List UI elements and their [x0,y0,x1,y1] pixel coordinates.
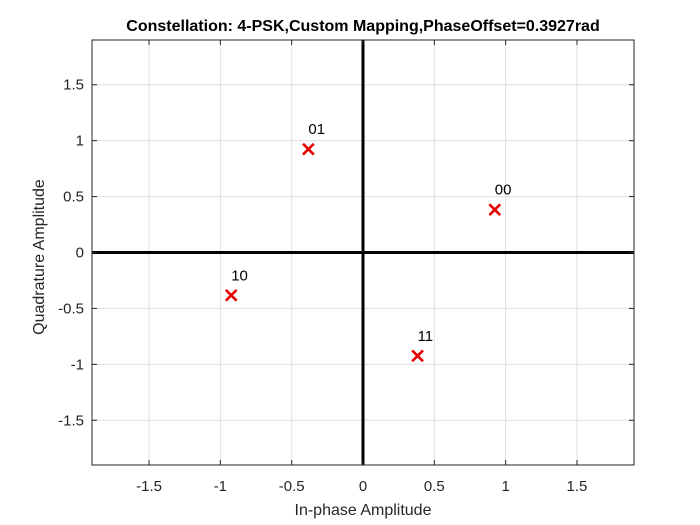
x-tick-label: -1.5 [136,478,162,495]
y-tick-label: -0.5 [58,300,84,317]
x-tick-label: 1 [501,478,509,495]
y-tick-label: 0 [76,245,84,262]
point-label-10: 10 [231,267,248,284]
constellation-point-11 [411,349,424,363]
plot-area: -1.5 -1 -0.5 0 0.5 1 1.5 1.5 1 0.5 0 -0.5 -1 -1.5 00 01… [58,39,635,495]
x-tick-label: -1 [214,478,227,495]
point-label-00: 00 [495,182,512,199]
y-axis-label: Quadrature Amplitude [31,179,48,335]
x-tick-label: 1.5 [567,478,588,495]
x-axis-label: In-phase Amplitude [295,502,432,519]
y-tick-label: 1 [76,133,84,150]
y-tick-label: -1.5 [58,412,84,429]
y-tick-label: 1.5 [63,77,84,94]
constellation-point-01 [302,142,315,156]
y-tick-label: -1 [71,356,84,373]
constellation-point-00 [488,203,502,217]
point-label-11: 11 [418,328,434,345]
constellation-point-10 [224,288,238,302]
x-tick-label: 0.5 [424,478,445,495]
chart-title: Constellation: 4-PSK,Custom Mapping,Phas… [126,18,599,35]
y-tick-label: 0.5 [63,189,84,206]
x-tick-label: 0 [359,478,367,495]
point-label-01: 01 [308,121,325,138]
x-tick-label: -0.5 [279,478,305,495]
